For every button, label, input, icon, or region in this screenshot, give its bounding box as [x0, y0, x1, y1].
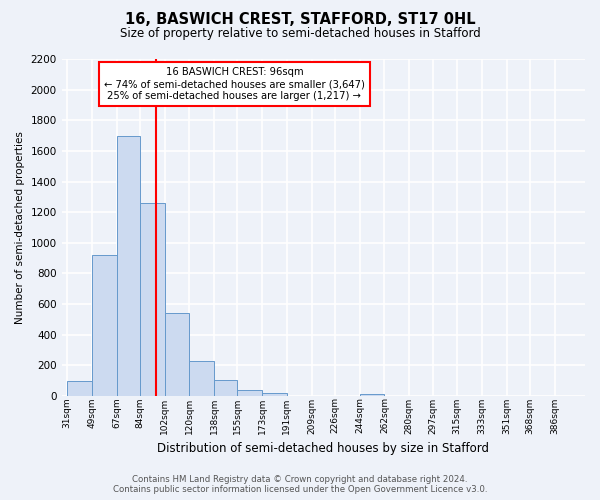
Bar [190, 360, 214, 396]
Bar [92, 255, 116, 396]
Bar [238, 390, 262, 396]
Bar [262, 393, 287, 396]
Text: 16 BASWICH CREST: 96sqm
← 74% of semi-detached houses are smaller (3,647)
25% of: 16 BASWICH CREST: 96sqm ← 74% of semi-de… [104, 68, 365, 100]
Text: Size of property relative to semi-detached houses in Stafford: Size of property relative to semi-detach… [119, 28, 481, 40]
X-axis label: Distribution of semi-detached houses by size in Stafford: Distribution of semi-detached houses by … [157, 442, 490, 455]
Bar [214, 380, 238, 396]
Bar [67, 380, 92, 396]
Bar [116, 136, 140, 396]
Y-axis label: Number of semi-detached properties: Number of semi-detached properties [15, 131, 25, 324]
Text: 16, BASWICH CREST, STAFFORD, ST17 0HL: 16, BASWICH CREST, STAFFORD, ST17 0HL [125, 12, 475, 28]
Bar [164, 313, 190, 396]
Bar [140, 203, 164, 396]
Bar [360, 394, 385, 396]
Text: Contains HM Land Registry data © Crown copyright and database right 2024.
Contai: Contains HM Land Registry data © Crown c… [113, 474, 487, 494]
